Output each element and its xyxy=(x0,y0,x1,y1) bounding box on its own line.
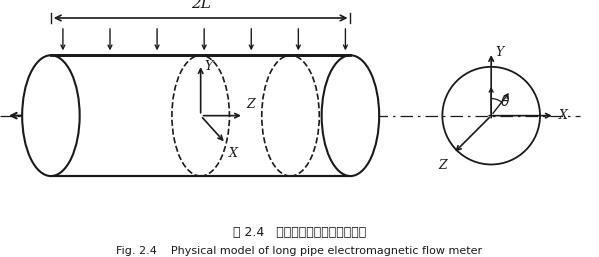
Text: X: X xyxy=(559,109,567,122)
Text: Z: Z xyxy=(438,159,447,172)
Text: $\theta$: $\theta$ xyxy=(500,94,510,109)
Text: Y: Y xyxy=(205,60,213,74)
Text: $\bar{V}$: $\bar{V}$ xyxy=(31,85,44,104)
Text: Z: Z xyxy=(247,98,255,111)
Ellipse shape xyxy=(22,55,80,176)
Ellipse shape xyxy=(322,55,379,176)
Bar xyxy=(51,55,350,176)
Text: X: X xyxy=(229,148,238,160)
Text: Fig. 2.4    Physical model of long pipe electromagnetic flow meter: Fig. 2.4 Physical model of long pipe ele… xyxy=(116,246,483,255)
Text: 2L: 2L xyxy=(190,0,211,11)
Text: 图 2.4   长管道电磁流量计物理模型: 图 2.4 长管道电磁流量计物理模型 xyxy=(233,226,366,239)
Text: Y: Y xyxy=(495,46,503,59)
